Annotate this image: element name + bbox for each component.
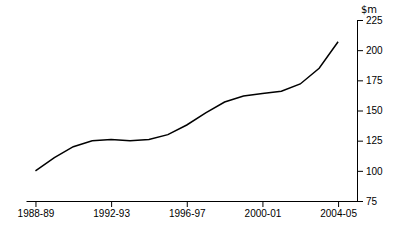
y-tick-label: 225 [366,15,383,26]
x-tick-mark [338,201,339,207]
x-tick: 1992-93 [93,201,130,219]
x-tick-label: 2004-05 [320,208,357,219]
x-tick: 1988-89 [18,201,55,219]
x-tick: 2004-05 [320,201,357,219]
x-tick-mark [187,201,188,207]
y-tick-mark [357,20,363,21]
plot-area [35,42,338,171]
y-tick: 125 [357,135,383,146]
y-tick-label: 200 [366,45,383,56]
y-axis-label: $m [361,4,377,15]
x-tick-mark [262,201,263,207]
y-tick-mark [357,141,363,142]
y-tick: 175 [357,75,383,86]
y-tick-mark [357,80,363,81]
y-tick-label: 150 [366,105,383,116]
y-tick-mark [357,111,363,112]
x-tick-label: 1996-97 [169,208,206,219]
x-tick-label: 2000-01 [245,208,282,219]
y-tick: 225 [357,15,383,26]
y-tick-label: 75 [366,196,378,207]
y-tick: 150 [357,105,383,116]
x-tick: 1996-97 [169,201,206,219]
y-tick: 75 [357,196,378,207]
y-tick-mark [357,201,363,202]
x-axis-line [27,201,358,202]
x-tick-mark [35,201,36,207]
y-tick-mark [357,50,363,51]
y-axis: 75 100 125 150 175 200 225 [357,15,383,207]
x-tick-mark [111,201,112,207]
y-tick-label: 100 [366,166,383,177]
chart: 1988-89 1992-93 1996-97 2000-01 2004-05 75 100… [0,0,397,227]
x-tick: 2000-01 [245,201,282,219]
x-axis: 1988-89 1992-93 1996-97 2000-01 2004-05 [18,201,358,219]
x-tick-label: 1992-93 [93,208,130,219]
y-tick-label: 175 [366,75,383,86]
y-tick: 200 [357,45,383,56]
x-tick-label: 1988-89 [18,208,55,219]
y-tick-label: 125 [366,135,383,146]
y-tick: 100 [357,166,383,177]
line [35,42,338,171]
y-tick-mark [357,171,363,172]
